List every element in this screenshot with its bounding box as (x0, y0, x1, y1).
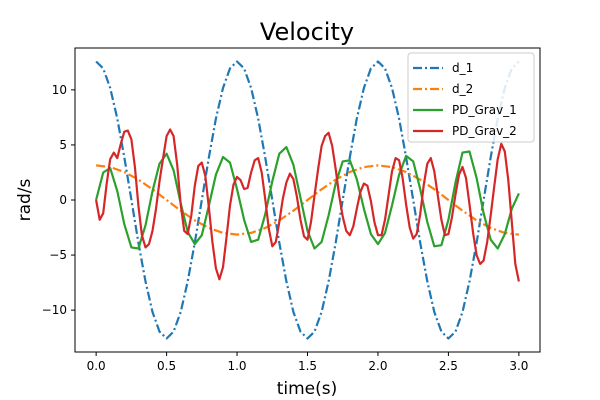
y-tick-label: −5 (49, 248, 67, 262)
legend-label: PD_Grav_2 (452, 124, 517, 138)
series-line-d-2 (95, 164, 520, 236)
legend-label: d_2 (452, 82, 473, 96)
y-tick-label: 5 (59, 138, 67, 152)
x-tick-label: 0.5 (157, 359, 176, 373)
x-tick-label: 1.0 (227, 359, 246, 373)
legend: d_1 d_2 PD_Grav_1 PD_Grav_2 (407, 52, 535, 143)
legend-label: d_1 (452, 61, 473, 75)
legend-label: PD_Grav_1 (452, 103, 517, 117)
x-tick-label: 3.0 (509, 359, 528, 373)
series-line-d-1 (95, 60, 520, 340)
x-tick-label: 0.0 (87, 359, 106, 373)
x-tick-label: 2.5 (439, 359, 458, 373)
series-layer (95, 60, 520, 340)
series-line-pd-grav-2 (95, 128, 520, 282)
y-axis-ticks: −10 −5 0 5 10 (42, 83, 75, 317)
plot-frame (74, 47, 541, 353)
chart-title: Velocity (260, 18, 354, 46)
legend-box (407, 52, 535, 143)
y-tick-label: 10 (52, 83, 67, 97)
y-tick-label: −10 (42, 303, 67, 317)
x-axis-ticks: 0.0 0.5 1.0 1.5 2.0 2.5 3.0 (87, 352, 528, 373)
y-tick-label: 0 (59, 193, 67, 207)
series-line-pd-grav-1 (95, 146, 520, 250)
x-tick-label: 2.0 (368, 359, 387, 373)
x-axis-label: time(s) (277, 379, 338, 399)
y-axis-label: rad/s (15, 178, 35, 221)
x-tick-label: 1.5 (298, 359, 317, 373)
